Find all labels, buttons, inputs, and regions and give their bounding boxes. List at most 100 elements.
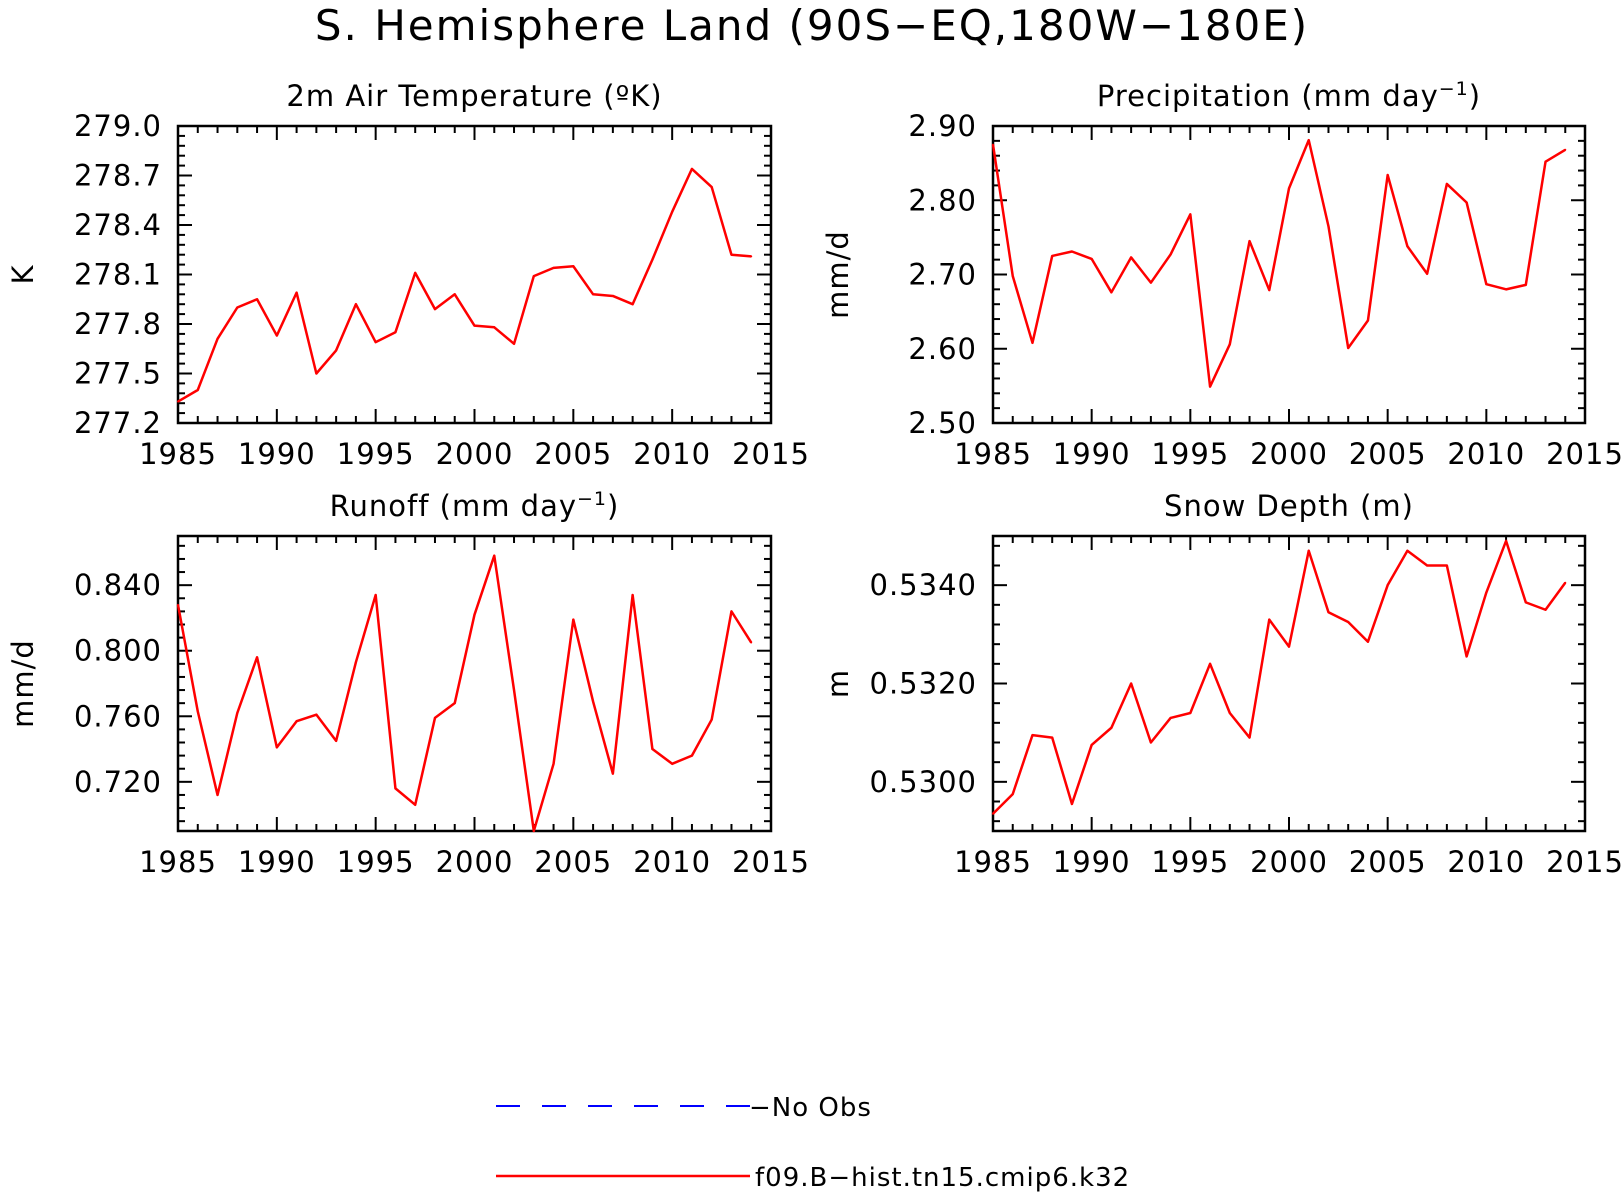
panel-1-ytick-label-277-2: 277.2: [74, 406, 162, 440]
panel-1-series-line-1: [177, 167, 752, 403]
panel-3-point-2011: [690, 754, 693, 757]
panel-3-ytick-label-0-760: 0.760: [74, 699, 162, 733]
panel-1-point-1987: [216, 337, 219, 340]
panel-1-point-1999: [453, 293, 456, 296]
panel-3-point-2001: [493, 554, 496, 557]
panel-3-series-line-1: [176, 554, 753, 833]
panel-3-point-2009: [651, 748, 654, 751]
panel-3-xtick-label-2015: 2015: [732, 845, 810, 879]
panel-4-point-1994: [1169, 716, 1172, 719]
panel-3-xtick-label-2005: 2005: [534, 845, 612, 879]
panel-3-title: Runoff (mm day−1): [330, 488, 620, 523]
panel-4-point-2009: [1465, 655, 1468, 658]
panel-2-ytick-label-2-90: 2.90: [908, 109, 977, 143]
panel-1-xtick-label-2010: 2010: [633, 437, 711, 471]
panel-1-point-1996: [394, 331, 397, 334]
panel-4-point-1986: [1011, 793, 1014, 796]
panel-3-point-2003: [532, 830, 535, 832]
panel-4-ytick-label-0-5300: 0.5300: [870, 765, 977, 799]
panel-2-point-1990: [1090, 257, 1093, 260]
panel-3-title-text: Runoff (mm day: [330, 489, 577, 523]
panel-1-point-1995: [374, 341, 377, 344]
panel-4-point-2008: [1445, 564, 1448, 567]
panel-4-ylabel: m: [821, 669, 855, 698]
panel-4-point-2006: [1406, 549, 1409, 552]
panel-3-xtick-label-2000: 2000: [436, 845, 514, 879]
panel-2-xtick-label-1995: 1995: [1151, 437, 1229, 471]
panel-2-ylabel: mm/d: [821, 230, 855, 319]
panel-4-title-text: Snow Depth (m): [1164, 489, 1414, 523]
panel-4-point-1987: [1031, 734, 1034, 737]
panel-1-point-2003: [532, 275, 535, 278]
panel-2-point-1985: [992, 143, 994, 146]
panel-4-point-1998: [1248, 736, 1251, 739]
panel-1-point-1990: [275, 334, 278, 337]
panel-4-point-2007: [1426, 564, 1429, 567]
panel-2-frame: [991, 124, 1587, 425]
panel-4-xtick-label-2015: 2015: [1546, 845, 1623, 879]
panel-1-ytick-label-278-7: 278.7: [74, 159, 162, 193]
panel-3-point-2008: [631, 594, 634, 596]
panel-1-ytick-label-277-8: 277.8: [74, 307, 162, 341]
panel-4-point-1990: [1090, 743, 1093, 746]
panel-3-xtick-label-1990: 1990: [238, 845, 316, 879]
panel-4-xtick-label-2000: 2000: [1250, 845, 1328, 879]
panel-4-xtick-label-2010: 2010: [1447, 845, 1525, 879]
panel-3-ylabel: mm/d: [6, 639, 40, 728]
panel-1-ytick-label-277-5: 277.5: [74, 357, 162, 391]
panel-2-point-2011: [1505, 288, 1508, 291]
panel-3-xtick-label-1985: 1985: [139, 845, 217, 879]
panel-4-point-1997: [1228, 712, 1231, 714]
panel-2-point-1992: [1130, 256, 1133, 259]
panel-1-point-2013: [730, 253, 733, 256]
panel-2-xtick-label-1990: 1990: [1053, 437, 1131, 471]
panel-3-point-1997: [414, 803, 417, 806]
panel-3-frame: [176, 534, 773, 833]
panel-4-point-2011: [1505, 539, 1508, 542]
panel-2-ytick-label-2-70: 2.70: [908, 258, 977, 292]
panel-2-point-2009: [1465, 201, 1468, 204]
panel-2-point-1993: [1149, 281, 1152, 284]
panel-2-point-1994: [1169, 253, 1172, 256]
panel-1-xtick-label-1995: 1995: [337, 437, 415, 471]
panel-1-xtick-label-2000: 2000: [436, 437, 514, 471]
panel-4-point-2013: [1544, 608, 1547, 611]
panel-2-point-2007: [1426, 272, 1429, 275]
panel-3-point-2014: [750, 641, 753, 644]
panel-3-point-2012: [710, 718, 713, 721]
panel-1-point-1991: [295, 291, 298, 294]
panel-3-point-1989: [256, 656, 259, 659]
panel-2-point-1986: [1011, 274, 1014, 277]
panel-2-ytick-label-2-60: 2.60: [908, 332, 977, 366]
panel-4-point-2004: [1366, 640, 1369, 643]
panel-1-point-2001: [493, 326, 496, 329]
panel-2-xtick-label-2005: 2005: [1349, 437, 1427, 471]
panel-4-point-1999: [1268, 618, 1271, 621]
panel-4-xtick-label-1995: 1995: [1151, 845, 1229, 879]
panel-3-point-1990: [275, 746, 278, 749]
panel-2-xtick-label-2010: 2010: [1447, 437, 1525, 471]
panel-2-xtick-label-1985: 1985: [954, 437, 1032, 471]
panel-3-point-2007: [611, 772, 614, 775]
panel-4-point-1993: [1149, 741, 1152, 744]
panel-3-point-1991: [295, 720, 298, 723]
panel-1-point-2006: [592, 293, 595, 296]
panel-3-point-1985: [177, 603, 179, 606]
panel-2-point-1996: [1209, 385, 1212, 388]
panel-1-point-1985: [177, 400, 179, 403]
panel-4-xtick-label-1990: 1990: [1053, 845, 1131, 879]
panel-1-ylabel: K: [6, 264, 40, 284]
panel-3-point-2013: [730, 610, 733, 613]
panel-4-point-2002: [1327, 611, 1330, 614]
panels: 1985 1990 1995 2000 2005 2010 2015 277.2 277.5 27…: [6, 78, 1623, 879]
panel-2-point-2005: [1386, 174, 1389, 177]
panel-3-title-end: ): [607, 489, 619, 523]
panel-1-xtick-label-2015: 2015: [732, 437, 810, 471]
panel-4-point-2001: [1307, 549, 1310, 552]
panel-2-title-text: Precipitation (mm day: [1097, 79, 1439, 113]
panel-2-series-line-1: [991, 138, 1566, 388]
panel-4-point-1988: [1051, 736, 1054, 739]
panel-2-point-2014: [1564, 148, 1567, 151]
panel-4-point-2010: [1485, 591, 1488, 594]
panel-2-point-1987: [1031, 341, 1034, 344]
